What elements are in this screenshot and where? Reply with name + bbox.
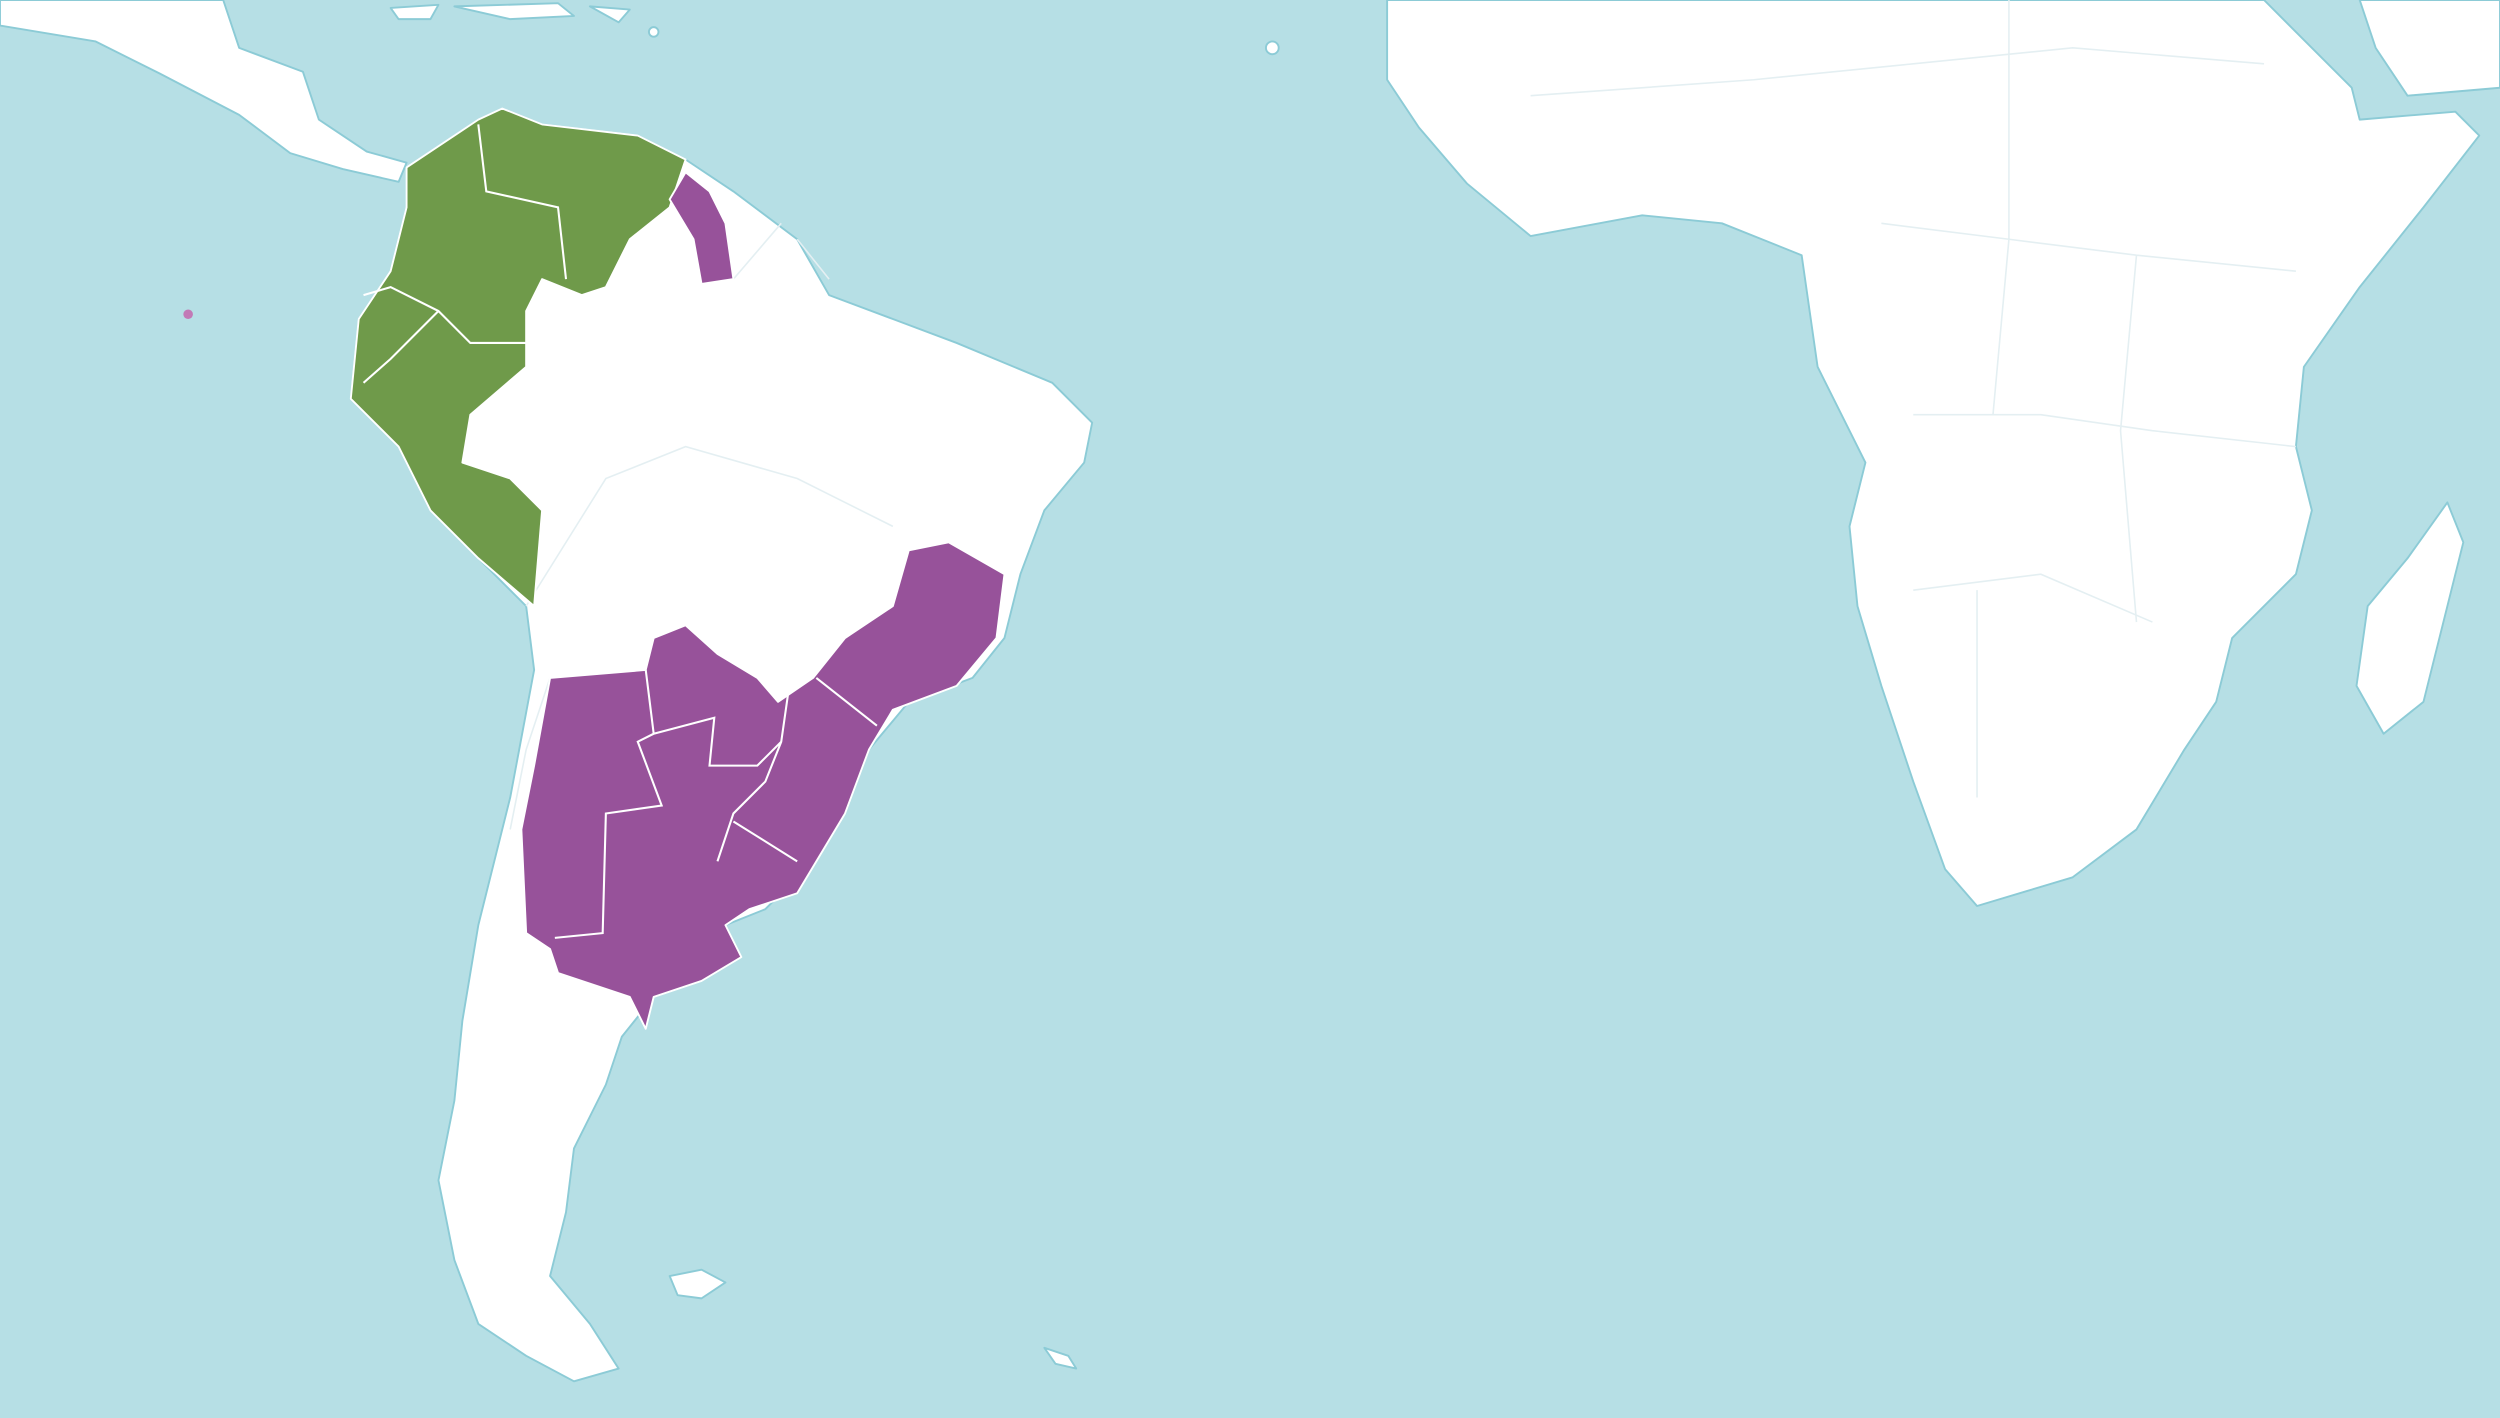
- madagascar: [2355, 501, 2465, 735]
- purple-region-south: [520, 541, 1006, 1030]
- africa: [1386, 0, 2481, 907]
- country-borders: [509, 222, 894, 830]
- island: [1264, 40, 1280, 56]
- island: [1043, 1346, 1078, 1370]
- island: [647, 26, 660, 38]
- arabia: [2358, 0, 2500, 97]
- caribbean-islands: [389, 2, 631, 24]
- africa-borders: [1530, 0, 2297, 798]
- green-borders: [362, 124, 568, 384]
- galapagos: [183, 309, 193, 320]
- central-america: [0, 0, 408, 183]
- falklands: [668, 1268, 727, 1300]
- purple-region-north: [668, 171, 735, 285]
- green-region: [349, 107, 687, 608]
- purple-borders: [554, 669, 878, 939]
